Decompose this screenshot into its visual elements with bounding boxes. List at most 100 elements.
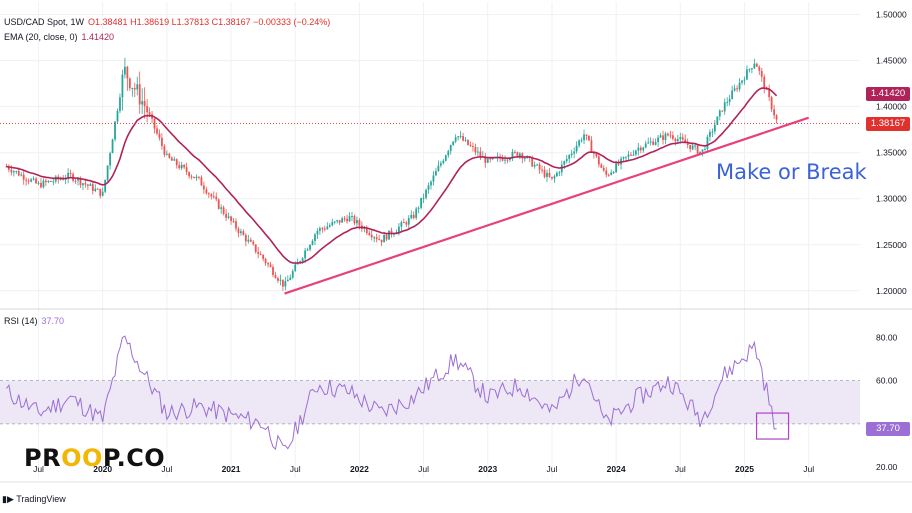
legend-price: USD/CAD Spot, 1W O1.38481 H1.38619 L1.378…: [4, 17, 334, 27]
candle-body-307: [763, 76, 766, 89]
candle-body-152: [380, 239, 383, 243]
legend-ema: EMA (20, close, 0) 1.41420: [4, 32, 118, 42]
brand-middle: OO: [61, 444, 103, 472]
candle-body-140: [351, 216, 353, 218]
candle-body-61: [156, 128, 158, 134]
candle-body-100: [252, 241, 255, 245]
candle-body-56: [143, 101, 146, 107]
candle-body-12: [35, 178, 37, 184]
candle-body-232: [578, 140, 580, 146]
candle-body-186: [464, 139, 467, 141]
candle-body-294: [731, 90, 734, 99]
candle-body-148: [370, 234, 373, 238]
price-tick-5: 1.25000: [876, 240, 907, 250]
rsi-line: [6, 335, 777, 451]
candle-body-181: [452, 141, 455, 146]
candle-body-106: [267, 263, 269, 265]
candle-body-285: [709, 131, 711, 137]
candle-body-195: [486, 158, 489, 163]
candle-body-74: [188, 172, 190, 177]
candle-body-147: [368, 233, 371, 235]
price-tick-0: 1.50000: [876, 10, 907, 20]
candle-body-222: [553, 176, 556, 179]
candle-body-153: [383, 235, 385, 243]
candle-body-301: [748, 69, 751, 71]
candle-body-189: [472, 146, 474, 148]
candle-body-166: [415, 208, 418, 218]
candle-body-135: [338, 220, 341, 223]
candle-body-89: [225, 213, 228, 218]
candle-body-82: [207, 193, 210, 195]
candle-body-175: [437, 165, 440, 172]
legend-ema-label: EMA (20, close, 0): [4, 32, 78, 42]
candle-body-51: [131, 87, 134, 89]
candle-body-269: [669, 135, 672, 137]
candle-body-131: [328, 225, 331, 227]
candle-body-40: [104, 179, 107, 192]
candle-body-103: [259, 254, 262, 256]
candle-body-219: [546, 172, 548, 177]
candle-body-310: [770, 97, 773, 110]
candle-body-70: [178, 165, 181, 169]
candle-body-19: [52, 181, 55, 183]
price-candles: [5, 57, 778, 291]
candle-body-174: [435, 171, 437, 176]
candle-body-163: [407, 218, 410, 225]
candle-body-192: [479, 151, 482, 157]
candle-body-121: [304, 250, 306, 259]
candle-body-228: [568, 155, 571, 160]
candle-body-180: [449, 145, 452, 152]
candle-body-179: [447, 151, 450, 156]
brand-left: PR: [24, 444, 62, 472]
candle-body-143: [358, 220, 361, 226]
candle-body-216: [538, 164, 541, 170]
candle-body-68: [173, 159, 176, 161]
candle-body-242: [602, 167, 605, 171]
candle-body-270: [671, 135, 674, 139]
candle-body-279: [694, 145, 697, 147]
candle-body-71: [180, 164, 183, 169]
candle-body-102: [257, 251, 260, 255]
rsi-tick-0: 80.00: [876, 332, 898, 342]
candle-body-204: [509, 158, 511, 160]
trendline: [284, 116, 810, 295]
candle-body-304: [755, 63, 758, 67]
candle-body-72: [183, 164, 186, 168]
candle-body-261: [649, 141, 652, 143]
candle-body-233: [580, 140, 583, 142]
candle-body-312: [775, 115, 778, 120]
candle-body-265: [659, 135, 662, 138]
candle-body-42: [109, 153, 111, 166]
candle-body-29: [77, 178, 79, 181]
candle-body-171: [427, 185, 430, 190]
rsi-band: [0, 380, 860, 424]
candle-body-65: [165, 153, 168, 155]
candle-body-87: [220, 207, 223, 209]
candle-body-210: [523, 158, 526, 160]
candle-body-162: [405, 222, 408, 225]
candle-body-22: [59, 178, 62, 180]
candle-body-77: [195, 176, 198, 179]
candle-body-18: [49, 180, 52, 182]
legend-rsi-label: RSI (14): [4, 316, 38, 326]
candle-body-196: [489, 158, 492, 160]
candle-body-86: [217, 199, 220, 209]
candle-body-156: [390, 230, 393, 235]
candle-body-93: [235, 221, 237, 229]
candle-body-104: [262, 254, 265, 259]
candle-body-246: [612, 172, 615, 174]
candle-body-101: [254, 244, 257, 252]
candle-body-173: [432, 175, 435, 182]
candle-body-278: [691, 145, 694, 150]
candle-body-85: [215, 196, 218, 200]
candle-body-207: [516, 152, 519, 157]
candle-body-124: [311, 240, 314, 245]
candle-body-10: [30, 179, 33, 182]
candle-body-274: [681, 137, 684, 140]
candle-body-250: [622, 157, 625, 159]
candle-body-11: [32, 178, 35, 180]
candle-body-126: [316, 230, 319, 235]
tradingview-watermark: ▮▶ TradingView: [2, 494, 66, 505]
candle-body-49: [126, 66, 129, 79]
candle-body-290: [721, 110, 724, 112]
